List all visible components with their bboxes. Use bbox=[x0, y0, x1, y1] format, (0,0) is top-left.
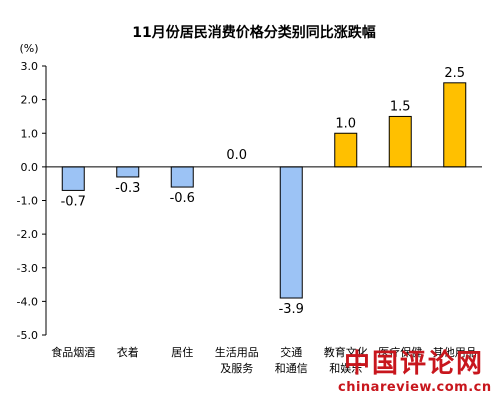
bar-7 bbox=[443, 82, 467, 168]
y-tick-label: -3.0 bbox=[17, 262, 38, 275]
category-label: 及服务 bbox=[220, 362, 253, 375]
bar-4 bbox=[279, 166, 303, 299]
category-label: 交通 bbox=[280, 345, 302, 359]
bar-6 bbox=[388, 115, 412, 168]
value-label: 1.0 bbox=[335, 116, 356, 131]
category-label: 其他用品 bbox=[433, 346, 477, 359]
y-axis-label: (%) bbox=[19, 42, 38, 55]
y-tick-label: 0.0 bbox=[21, 161, 39, 174]
y-tick-label: -2.0 bbox=[17, 228, 38, 241]
category-label: 和娱乐 bbox=[329, 361, 362, 375]
value-label: 2.5 bbox=[444, 66, 465, 81]
value-label: -3.9 bbox=[279, 302, 304, 317]
value-label: 1.5 bbox=[390, 99, 411, 114]
chart-title: 11月份居民消费价格分类别同比涨跌幅 bbox=[132, 24, 375, 41]
bar-2 bbox=[170, 166, 194, 188]
category-label: 和通信 bbox=[275, 362, 308, 375]
category-label: 医疗保健 bbox=[378, 345, 422, 359]
category-label: 居住 bbox=[171, 345, 193, 359]
bar-5 bbox=[334, 132, 358, 168]
y-tick-label: -1.0 bbox=[17, 195, 38, 208]
value-label: 0.0 bbox=[226, 148, 247, 163]
y-tick-label: 2.0 bbox=[21, 94, 39, 107]
value-label: -0.6 bbox=[170, 191, 195, 206]
y-tick-label: -4.0 bbox=[17, 295, 38, 308]
y-tick-label: -5.0 bbox=[17, 329, 38, 342]
bar-1 bbox=[116, 166, 140, 178]
value-label: -0.7 bbox=[61, 194, 86, 209]
category-label: 生活用品 bbox=[215, 345, 259, 359]
y-tick-label: 1.0 bbox=[21, 127, 39, 140]
value-label: -0.3 bbox=[115, 181, 140, 196]
y-tick-label: 3.0 bbox=[21, 60, 39, 73]
category-label: 教育文化 bbox=[324, 345, 368, 359]
bar-0 bbox=[61, 166, 85, 191]
value-labels: -0.7 -0.3 -0.6 0.0 -3.9 1.0 1.5 2.5 bbox=[61, 66, 466, 317]
category-label: 衣着 bbox=[117, 345, 139, 359]
y-axis-ticks: 3.0 2.0 1.0 0.0 -1.0 -2.0 -3.0 -4.0 -5.0 bbox=[17, 60, 46, 342]
category-label: 食品烟酒 bbox=[51, 345, 95, 359]
